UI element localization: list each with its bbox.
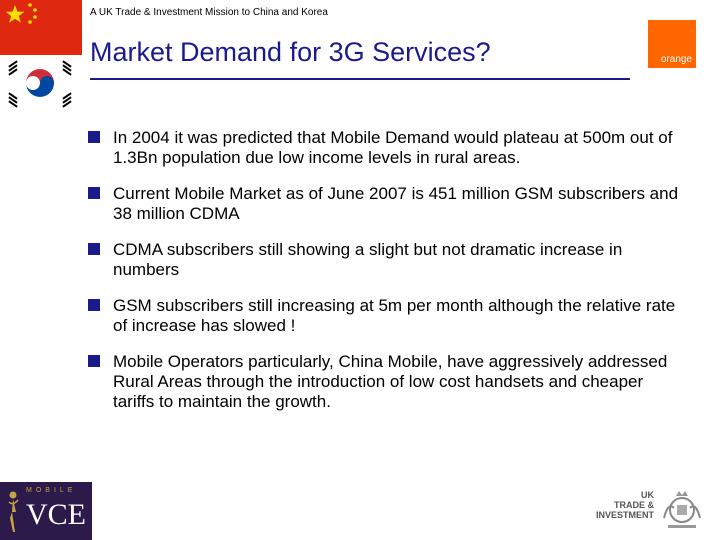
orange-logo: orange: [648, 20, 696, 68]
korea-flag: [0, 55, 82, 112]
bullet-square-icon: [88, 299, 100, 311]
bullet-list: In 2004 it was predicted that Mobile Dem…: [88, 128, 688, 428]
bullet-item: Current Mobile Market as of June 2007 is…: [88, 184, 688, 224]
orange-logo-text: orange: [660, 54, 692, 65]
ukti-line-trade: TRADE &: [614, 500, 654, 510]
bullet-text: CDMA subscribers still showing a slight …: [113, 240, 623, 279]
bullet-text: In 2004 it was predicted that Mobile Dem…: [113, 128, 673, 167]
bullet-item: GSM subscribers still increasing at 5m p…: [88, 296, 688, 336]
vce-mobile-label: MOBILE: [26, 487, 77, 494]
china-flag-stars-icon: [5, 3, 37, 24]
bullet-text: GSM subscribers still increasing at 5m p…: [113, 296, 676, 335]
page-title: Market Demand for 3G Services?: [90, 37, 491, 67]
bullet-item: In 2004 it was predicted that Mobile Dem…: [88, 128, 688, 168]
bullet-text: Mobile Operators particularly, China Mob…: [113, 352, 668, 411]
vce-mobile-logo: MOBILE VCE: [0, 482, 92, 540]
korea-flag-taegeuk-icon: [8, 60, 72, 108]
mission-subtitle: A UK Trade & Investment Mission to China…: [90, 7, 328, 18]
bullet-item: Mobile Operators particularly, China Mob…: [88, 352, 688, 412]
ukti-line-uk: UK: [641, 490, 654, 500]
bullet-square-icon: [88, 187, 100, 199]
ukti-text: UK TRADE & INVESTMENT: [592, 490, 654, 520]
bullet-square-icon: [88, 131, 100, 143]
bullet-square-icon: [88, 355, 100, 367]
bullet-square-icon: [88, 243, 100, 255]
bullet-text: Current Mobile Market as of June 2007 is…: [113, 184, 679, 223]
vce-label: VCE: [26, 498, 86, 531]
royal-crest-icon: [663, 491, 701, 528]
bullet-item: CDMA subscribers still showing a slight …: [88, 240, 688, 280]
figure-icon: [8, 491, 19, 532]
uk-trade-investment-logo: UK TRADE & INVESTMENT: [592, 488, 712, 532]
china-flag: [0, 0, 82, 55]
title-divider: [90, 78, 630, 80]
ukti-line-investment: INVESTMENT: [595, 510, 654, 520]
